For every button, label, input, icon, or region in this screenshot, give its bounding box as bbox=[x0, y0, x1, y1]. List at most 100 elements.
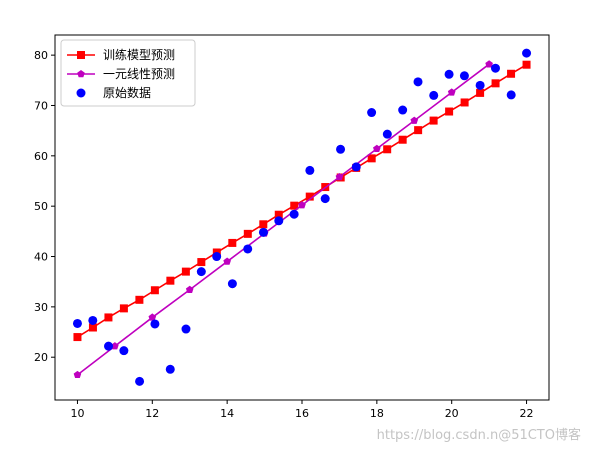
series-marker bbox=[150, 286, 159, 295]
series-marker bbox=[290, 201, 299, 210]
y-tick-label: 50 bbox=[34, 200, 48, 213]
series-marker bbox=[476, 88, 485, 97]
y-tick-label: 60 bbox=[34, 150, 48, 163]
data-point bbox=[88, 315, 98, 325]
data-point bbox=[506, 90, 516, 100]
data-point bbox=[289, 209, 299, 219]
data-point bbox=[227, 279, 237, 289]
legend-marker bbox=[76, 88, 86, 98]
series-marker bbox=[373, 144, 381, 153]
data-point bbox=[274, 216, 284, 226]
series-marker bbox=[429, 116, 438, 125]
series-marker bbox=[410, 116, 419, 124]
legend-label: 一元线性预测 bbox=[103, 67, 175, 81]
series-marker bbox=[223, 257, 231, 265]
data-point bbox=[444, 69, 454, 79]
series-marker bbox=[522, 60, 531, 69]
legend-item: 训练模型预测 bbox=[67, 47, 175, 62]
x-tick-label: 14 bbox=[220, 407, 234, 420]
series-marker bbox=[447, 88, 456, 96]
series-marker bbox=[185, 285, 194, 293]
y-tick-label: 20 bbox=[34, 351, 48, 364]
series-marker bbox=[243, 229, 252, 238]
series-marker bbox=[104, 313, 113, 322]
series-marker bbox=[445, 107, 454, 116]
series-marker bbox=[460, 98, 469, 107]
series-line bbox=[76, 63, 490, 376]
data-point bbox=[243, 244, 253, 254]
legend-label: 原始数据 bbox=[103, 85, 151, 100]
x-tick-label: 12 bbox=[145, 407, 159, 420]
series-marker bbox=[274, 210, 283, 219]
series-3 bbox=[72, 48, 532, 386]
data-point bbox=[459, 71, 469, 81]
x-tick-label: 20 bbox=[445, 407, 459, 420]
series-marker bbox=[305, 192, 314, 201]
data-point bbox=[475, 80, 485, 90]
data-point bbox=[305, 165, 315, 175]
legend-label: 训练模型预测 bbox=[103, 47, 175, 62]
y-tick-label: 40 bbox=[34, 251, 48, 264]
series-marker bbox=[491, 79, 500, 88]
y-tick-label: 30 bbox=[34, 301, 48, 314]
series-marker bbox=[197, 258, 206, 267]
series-marker bbox=[228, 238, 237, 247]
series-marker bbox=[73, 370, 82, 379]
series-marker bbox=[259, 220, 268, 229]
series-marker bbox=[298, 201, 306, 209]
series-marker bbox=[166, 276, 175, 285]
x-tick-label: 10 bbox=[70, 407, 84, 420]
data-point bbox=[522, 48, 532, 58]
data-point bbox=[367, 108, 377, 118]
series-marker bbox=[367, 154, 376, 163]
data-point bbox=[351, 162, 361, 172]
data-point bbox=[429, 90, 439, 100]
series-marker bbox=[135, 295, 144, 304]
series-marker bbox=[335, 172, 344, 181]
data-point bbox=[104, 341, 114, 351]
data-point bbox=[196, 267, 206, 277]
data-point bbox=[165, 364, 175, 374]
data-point bbox=[212, 252, 222, 262]
data-point bbox=[413, 77, 423, 87]
series-2 bbox=[73, 60, 493, 379]
series-marker bbox=[398, 135, 407, 144]
legend-marker bbox=[77, 51, 85, 59]
legend-box bbox=[60, 39, 196, 107]
series-marker bbox=[88, 323, 97, 332]
y-tick-label: 70 bbox=[34, 99, 48, 112]
legend-marker bbox=[77, 70, 85, 78]
y-axis: 20 30 40 50 60 70 80 bbox=[34, 49, 55, 364]
data-point bbox=[382, 129, 392, 139]
data-point bbox=[150, 319, 160, 329]
chart-marks bbox=[72, 48, 532, 386]
series-marker bbox=[148, 313, 157, 321]
series-marker bbox=[119, 304, 128, 313]
x-tick-label: 18 bbox=[370, 407, 384, 420]
series-1 bbox=[73, 60, 531, 342]
x-tick-label: 22 bbox=[520, 407, 534, 420]
data-point bbox=[258, 227, 268, 237]
legend-item: 一元线性预测 bbox=[67, 67, 175, 81]
series-marker bbox=[111, 342, 119, 350]
series-marker bbox=[181, 267, 190, 276]
series-marker bbox=[73, 333, 82, 342]
watermark: https://blog.csdn.n@51CTO博客 bbox=[376, 428, 581, 443]
y-tick-label: 80 bbox=[34, 49, 48, 62]
series-marker bbox=[414, 126, 423, 135]
x-tick-label: 16 bbox=[295, 407, 309, 420]
series-marker bbox=[507, 69, 516, 78]
legend-item: 原始数据 bbox=[76, 85, 151, 100]
data-point bbox=[320, 194, 330, 204]
data-point bbox=[181, 324, 191, 334]
data-point bbox=[490, 63, 500, 73]
data-point bbox=[119, 346, 129, 356]
data-point bbox=[398, 105, 408, 115]
series-marker bbox=[485, 60, 493, 68]
series-marker bbox=[383, 145, 392, 154]
data-point bbox=[336, 144, 346, 154]
data-point bbox=[135, 376, 145, 386]
x-axis: 10 12 14 16 18 20 22 bbox=[70, 400, 534, 420]
